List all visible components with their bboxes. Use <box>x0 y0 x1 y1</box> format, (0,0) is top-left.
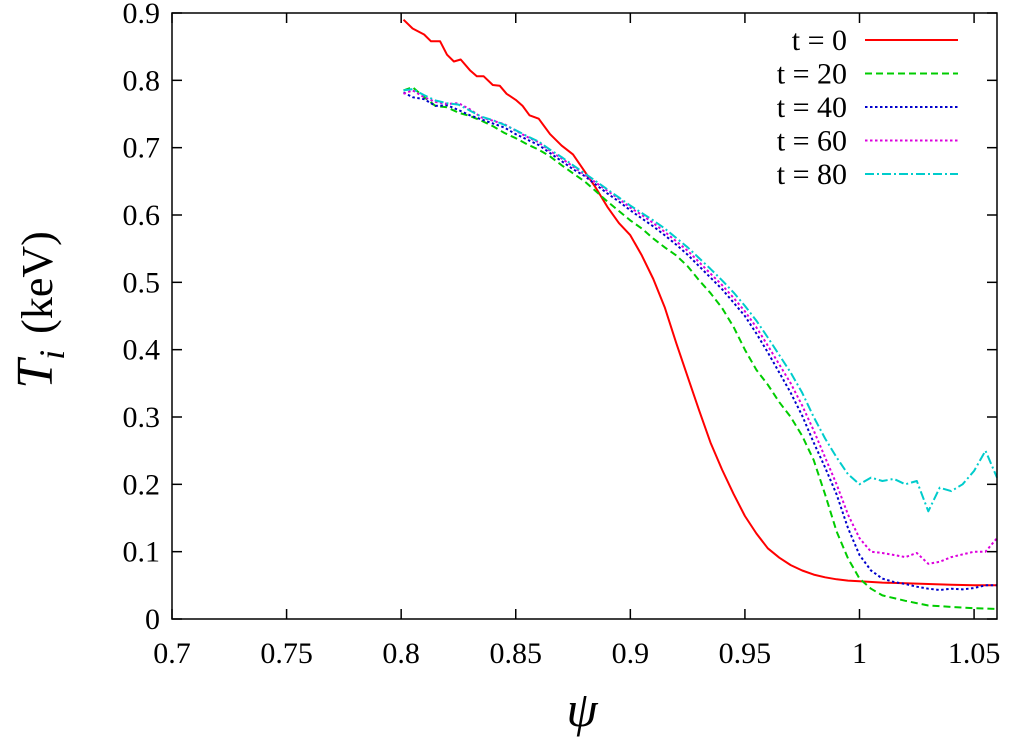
x-tick-label: 0.95 <box>719 637 772 670</box>
y-tick-label: 0 <box>145 603 160 636</box>
y-tick-labels: 0 0.1 0.2 0.3 0.4 0.5 0.6 0.7 0.8 0.9 <box>123 0 161 636</box>
x-tick-label: 0.8 <box>382 637 420 670</box>
legend-label-4: t = 80 <box>777 158 847 191</box>
y-tick-label: 0.3 <box>123 401 161 434</box>
series-line-2 <box>403 91 997 591</box>
legend-label-3: t = 60 <box>777 125 847 158</box>
x-tick-label: 0.9 <box>612 637 650 670</box>
series-lines <box>402 18 998 610</box>
x-axis-title: ψ <box>566 681 598 737</box>
x-tick-label: 1 <box>852 637 867 670</box>
y-tick-label: 0.5 <box>123 266 161 299</box>
x-tick-label: 1.05 <box>948 637 1001 670</box>
legend-label-2: t = 40 <box>777 91 847 124</box>
legend-label-1: t = 20 <box>777 58 847 91</box>
plot-frame <box>171 12 998 620</box>
x-tick-label: 0.85 <box>490 637 543 670</box>
y-tick-label: 0.1 <box>123 536 161 569</box>
tick-marks <box>171 12 997 620</box>
y-axis-title-subscript: i <box>32 350 72 360</box>
x-tick-label: 0.7 <box>153 637 191 670</box>
y-tick-label: 0.7 <box>123 132 161 165</box>
legend: t = 0t = 20t = 40t = 60t = 80 <box>777 24 958 191</box>
y-tick-label: 0.4 <box>123 334 161 367</box>
y-axis-title-main: T <box>7 357 64 389</box>
y-axis-title: Ti (keV) <box>7 231 72 389</box>
x-tick-labels: 0.7 0.75 0.8 0.85 0.9 0.95 1 1.05 <box>153 637 1000 670</box>
y-axis-title-unit: (keV) <box>13 231 62 334</box>
series-line-4 <box>403 88 998 513</box>
series-line-1 <box>403 86 998 610</box>
legend-label-0: t = 0 <box>792 24 847 57</box>
y-tick-label: 0.6 <box>123 199 161 232</box>
x-tick-label: 0.75 <box>260 637 313 670</box>
series-line-0 <box>402 18 997 587</box>
y-tick-label: 0.2 <box>123 468 161 501</box>
series-line-3 <box>403 89 998 565</box>
y-tick-label: 0.9 <box>123 0 161 30</box>
y-tick-label: 0.8 <box>123 64 161 97</box>
